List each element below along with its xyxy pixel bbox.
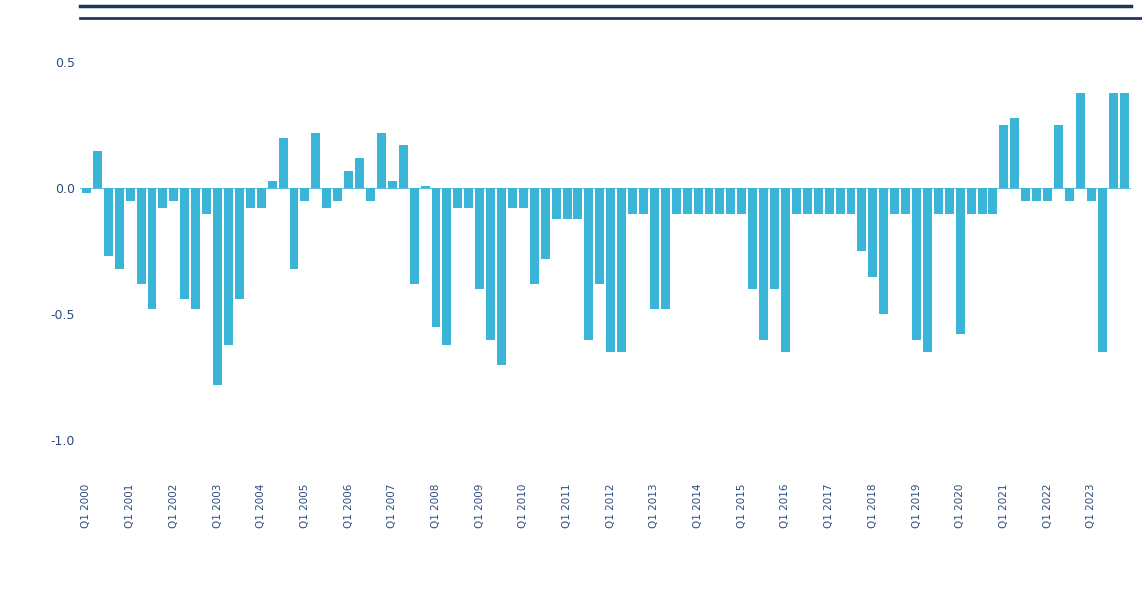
Bar [999, 125, 1008, 188]
Bar [1043, 188, 1052, 201]
Bar [1021, 188, 1030, 201]
Bar [628, 188, 637, 213]
Bar [923, 188, 932, 352]
Bar [312, 133, 320, 188]
Bar [202, 188, 211, 213]
Bar [1097, 188, 1107, 352]
Bar [246, 188, 255, 208]
Bar [104, 188, 113, 256]
Bar [1109, 93, 1118, 188]
Bar [671, 188, 681, 213]
Bar [432, 188, 441, 327]
Bar [944, 188, 954, 213]
Bar [891, 188, 899, 213]
Bar [781, 188, 790, 352]
Bar [552, 188, 561, 219]
Bar [1054, 125, 1063, 188]
Bar [279, 138, 288, 188]
Bar [442, 188, 451, 345]
Bar [573, 188, 582, 219]
Bar [169, 188, 178, 201]
Bar [159, 188, 168, 208]
Bar [846, 188, 855, 213]
Bar [224, 188, 233, 345]
Bar [333, 188, 343, 201]
Bar [585, 188, 594, 340]
Bar [901, 188, 910, 213]
Bar [126, 188, 135, 201]
Bar [365, 188, 375, 201]
Bar [640, 188, 648, 213]
Bar [486, 188, 496, 340]
Bar [530, 188, 539, 284]
Bar [540, 188, 549, 259]
Bar [989, 188, 997, 213]
Bar [912, 188, 920, 340]
Bar [508, 188, 517, 208]
Bar [1119, 93, 1128, 188]
Bar [770, 188, 779, 289]
Bar [693, 188, 702, 213]
Bar [355, 158, 364, 188]
Bar [420, 186, 429, 188]
Bar [235, 188, 244, 299]
Bar [966, 188, 975, 213]
Bar [214, 188, 222, 385]
Bar [563, 188, 571, 219]
Bar [606, 188, 616, 352]
Bar [661, 188, 670, 310]
Bar [410, 188, 419, 284]
Bar [836, 188, 845, 213]
Bar [1065, 188, 1073, 201]
Bar [115, 188, 123, 269]
Bar [814, 188, 822, 213]
Bar [791, 188, 801, 213]
Bar [978, 188, 987, 213]
Bar [715, 188, 724, 213]
Bar [377, 133, 386, 188]
Bar [868, 188, 877, 276]
Bar [388, 181, 396, 188]
Bar [803, 188, 812, 213]
Bar [617, 188, 626, 352]
Bar [726, 188, 735, 213]
Bar [748, 188, 757, 289]
Bar [595, 188, 604, 284]
Bar [475, 188, 484, 289]
Bar [93, 151, 102, 188]
Bar [1032, 188, 1042, 201]
Bar [191, 188, 200, 310]
Bar [267, 181, 276, 188]
Bar [650, 188, 659, 310]
Bar [1011, 118, 1020, 188]
Bar [300, 188, 309, 201]
Bar [344, 170, 353, 188]
Bar [705, 188, 714, 213]
Bar [879, 188, 888, 314]
Bar [1076, 93, 1085, 188]
Bar [399, 145, 408, 188]
Bar [180, 188, 190, 299]
Bar [518, 188, 528, 208]
Bar [858, 188, 867, 251]
Bar [453, 188, 463, 208]
Bar [934, 188, 943, 213]
Bar [497, 188, 506, 365]
Bar [825, 188, 834, 213]
Bar [1087, 188, 1095, 201]
Bar [738, 188, 746, 213]
Bar [683, 188, 692, 213]
Bar [465, 188, 473, 208]
Bar [322, 188, 331, 208]
Bar [257, 188, 266, 208]
Bar [137, 188, 145, 284]
Bar [82, 188, 91, 193]
Bar [956, 188, 965, 335]
Bar [759, 188, 769, 340]
Bar [147, 188, 156, 310]
Bar [290, 188, 298, 269]
